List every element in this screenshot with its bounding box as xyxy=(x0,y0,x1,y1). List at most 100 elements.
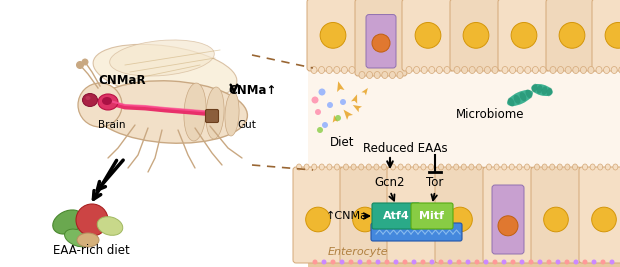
Ellipse shape xyxy=(572,164,577,170)
Text: CNMa↑: CNMa↑ xyxy=(228,84,277,96)
Circle shape xyxy=(372,34,390,52)
Ellipse shape xyxy=(487,164,492,170)
FancyBboxPatch shape xyxy=(435,167,485,263)
Ellipse shape xyxy=(611,66,617,73)
Ellipse shape xyxy=(532,84,538,92)
Ellipse shape xyxy=(598,164,603,170)
Ellipse shape xyxy=(454,66,460,73)
Polygon shape xyxy=(361,88,368,95)
Ellipse shape xyxy=(525,164,529,170)
FancyBboxPatch shape xyxy=(372,203,420,229)
Ellipse shape xyxy=(537,85,542,94)
Ellipse shape xyxy=(613,164,618,170)
Polygon shape xyxy=(343,110,353,120)
FancyBboxPatch shape xyxy=(205,109,218,123)
Ellipse shape xyxy=(64,229,91,247)
Ellipse shape xyxy=(97,217,123,235)
Ellipse shape xyxy=(374,164,379,170)
Ellipse shape xyxy=(184,83,206,141)
Circle shape xyxy=(520,260,525,265)
Ellipse shape xyxy=(98,94,118,110)
Ellipse shape xyxy=(93,44,237,100)
Ellipse shape xyxy=(319,164,324,170)
Circle shape xyxy=(609,260,614,265)
Ellipse shape xyxy=(565,164,570,170)
Circle shape xyxy=(348,260,353,265)
Ellipse shape xyxy=(508,98,515,107)
Polygon shape xyxy=(353,105,362,112)
Circle shape xyxy=(591,260,596,265)
Circle shape xyxy=(420,260,425,265)
Ellipse shape xyxy=(366,164,371,170)
Ellipse shape xyxy=(517,164,522,170)
Text: Gut: Gut xyxy=(237,120,256,130)
Circle shape xyxy=(320,22,346,48)
Ellipse shape xyxy=(557,164,562,170)
Ellipse shape xyxy=(389,72,396,78)
Ellipse shape xyxy=(342,66,347,73)
Circle shape xyxy=(394,260,399,265)
Ellipse shape xyxy=(225,92,239,136)
Circle shape xyxy=(315,109,321,115)
Ellipse shape xyxy=(461,164,466,170)
Text: Atf4: Atf4 xyxy=(383,211,409,221)
Ellipse shape xyxy=(327,164,332,170)
FancyBboxPatch shape xyxy=(355,0,407,76)
FancyBboxPatch shape xyxy=(371,223,462,241)
Ellipse shape xyxy=(414,66,420,73)
Text: Diet: Diet xyxy=(330,136,354,149)
Circle shape xyxy=(412,260,417,265)
Ellipse shape xyxy=(477,66,483,73)
Circle shape xyxy=(76,61,84,69)
Ellipse shape xyxy=(540,66,546,73)
Ellipse shape xyxy=(590,164,595,170)
Ellipse shape xyxy=(311,66,317,73)
FancyBboxPatch shape xyxy=(492,185,524,254)
Ellipse shape xyxy=(343,164,348,170)
Ellipse shape xyxy=(406,66,412,73)
Ellipse shape xyxy=(398,164,403,170)
Circle shape xyxy=(319,88,326,96)
Ellipse shape xyxy=(520,92,526,101)
Text: EAA-rich diet: EAA-rich diet xyxy=(53,244,130,257)
Ellipse shape xyxy=(77,233,99,247)
Circle shape xyxy=(358,260,363,265)
Ellipse shape xyxy=(335,164,340,170)
Ellipse shape xyxy=(492,66,498,73)
Ellipse shape xyxy=(349,66,355,73)
Text: ↑CNMa: ↑CNMa xyxy=(326,211,368,221)
Ellipse shape xyxy=(510,66,516,73)
Ellipse shape xyxy=(421,66,427,73)
Circle shape xyxy=(466,260,471,265)
FancyBboxPatch shape xyxy=(579,167,620,263)
Ellipse shape xyxy=(526,89,533,99)
Circle shape xyxy=(438,260,443,265)
Ellipse shape xyxy=(296,164,301,170)
Circle shape xyxy=(340,260,345,265)
Ellipse shape xyxy=(583,164,588,170)
Ellipse shape xyxy=(428,164,433,170)
Bar xyxy=(308,0,620,267)
Ellipse shape xyxy=(206,87,224,139)
Ellipse shape xyxy=(102,97,112,105)
Circle shape xyxy=(484,260,489,265)
Ellipse shape xyxy=(86,96,91,100)
Ellipse shape xyxy=(502,164,507,170)
Ellipse shape xyxy=(334,66,340,73)
Circle shape xyxy=(574,260,578,265)
FancyBboxPatch shape xyxy=(402,0,454,71)
FancyBboxPatch shape xyxy=(340,167,390,263)
Ellipse shape xyxy=(381,164,386,170)
Circle shape xyxy=(583,260,588,265)
Ellipse shape xyxy=(436,66,443,73)
Circle shape xyxy=(492,260,497,265)
Circle shape xyxy=(448,207,472,232)
Bar xyxy=(308,257,620,267)
FancyBboxPatch shape xyxy=(498,0,550,71)
Ellipse shape xyxy=(382,72,388,78)
Ellipse shape xyxy=(438,164,443,170)
Circle shape xyxy=(415,22,441,48)
Ellipse shape xyxy=(596,66,602,73)
Ellipse shape xyxy=(494,164,499,170)
Ellipse shape xyxy=(391,164,396,170)
